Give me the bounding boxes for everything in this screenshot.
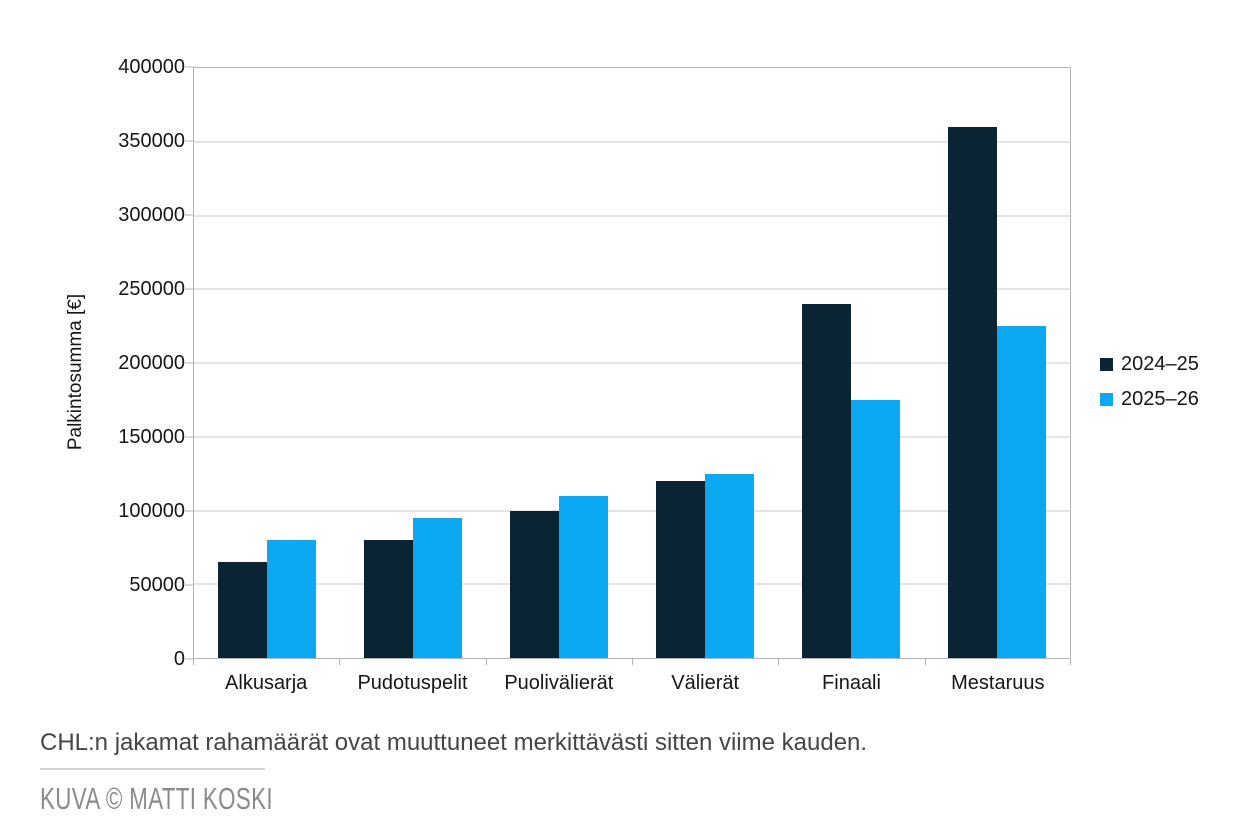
bar-group (778, 68, 924, 658)
y-tick-mark (185, 140, 194, 142)
x-tick-mark (485, 659, 487, 665)
bar (363, 540, 413, 658)
legend: 2024–25 2025–26 (1100, 354, 1199, 424)
category-label: Mestaruus (951, 672, 1045, 694)
y-tick-mark (185, 214, 194, 216)
y-tick-mark (185, 66, 194, 68)
legend-swatch (1100, 357, 1113, 371)
grid-line (194, 215, 1070, 216)
y-tick-mark (185, 510, 194, 512)
y-tick-mark (185, 436, 194, 438)
caption: CHL:n jakamat rahamäärät ovat muuttuneet… (40, 729, 868, 756)
y-tick-mark (185, 584, 194, 586)
y-tick-label: 0 (173, 648, 185, 670)
bar-group (924, 68, 1070, 658)
grid-line (194, 288, 1070, 290)
photo-credit-text: KUVA © MATTI KOSKI (40, 781, 273, 816)
grid-line (194, 362, 1070, 364)
bar (655, 481, 705, 658)
bar (509, 510, 559, 658)
bar (801, 304, 851, 658)
bar (704, 473, 754, 658)
y-tick-label: 150000 (118, 426, 185, 448)
x-tick-mark (632, 659, 633, 665)
bar (266, 540, 316, 658)
bar (558, 495, 608, 658)
x-tick-mark (193, 659, 194, 665)
y-tick-label: 200000 (118, 352, 185, 374)
x-tick-mark (924, 659, 926, 665)
bar (412, 517, 462, 658)
category-label: Pudotuspelit (357, 672, 468, 694)
grid-line (194, 510, 1070, 511)
bar (996, 326, 1046, 658)
x-tick-mark (778, 659, 780, 665)
category-label: Alkusarja (225, 672, 308, 694)
x-tick-mark (1070, 659, 1071, 665)
x-tick-mark (339, 659, 341, 665)
y-tick-mark (185, 658, 194, 660)
y-tick-mark (185, 288, 194, 290)
bar-group (340, 68, 486, 658)
plot-area (193, 67, 1071, 659)
grid-line (194, 141, 1070, 143)
legend-swatch (1100, 392, 1113, 406)
photo-credit: KUVA © MATTI KOSKI (40, 783, 364, 814)
legend-label: 2025–26 (1121, 388, 1199, 410)
y-tick-label: 400000 (118, 56, 185, 78)
legend-item: 2024–25 (1100, 354, 1199, 374)
x-axis: Alkusarja Pudotuspelit Puolivälierät Välier… (193, 659, 1071, 703)
legend-item: 2025–26 (1100, 389, 1199, 409)
y-tick-label: 250000 (118, 278, 185, 300)
y-tick-mark (185, 362, 194, 364)
bar-group (486, 68, 632, 658)
y-tick-label: 100000 (118, 500, 185, 522)
y-axis: 0 50000 100000 150000 200000 250000 300000 3500… (0, 57, 194, 669)
bar (947, 127, 997, 658)
bar-group (632, 68, 778, 658)
y-tick-label: 50000 (129, 574, 185, 596)
category-label: Finaali (822, 672, 881, 694)
bar (850, 399, 900, 658)
bar-group (194, 68, 340, 658)
grid-line (194, 436, 1070, 438)
grid-line (194, 583, 1070, 585)
y-tick-label: 300000 (118, 204, 185, 226)
category-label: Välierät (671, 672, 740, 694)
y-tick-label: 350000 (118, 130, 185, 152)
legend-label: 2024–25 (1121, 353, 1199, 375)
category-label: Puolivälierät (504, 672, 614, 694)
divider (40, 768, 265, 770)
bar (217, 562, 267, 658)
